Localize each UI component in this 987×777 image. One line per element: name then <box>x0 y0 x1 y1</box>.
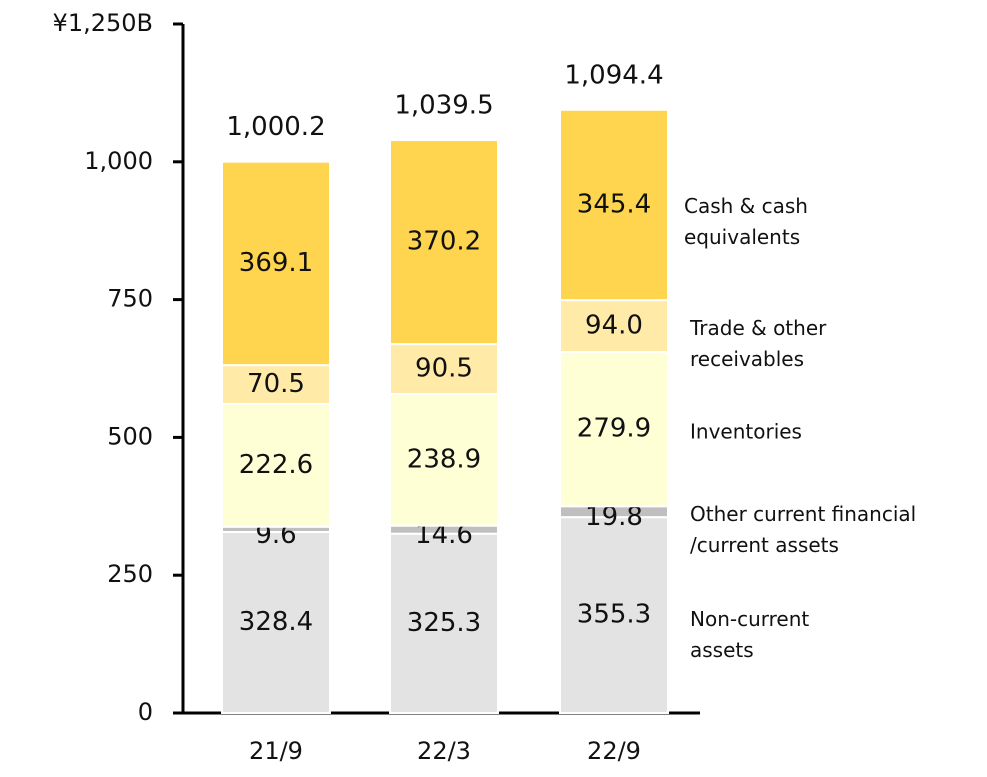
x-tick-label: 21/9 <box>249 737 303 765</box>
y-tick-label: 250 <box>107 560 153 588</box>
segment-label: 369.1 <box>239 248 313 278</box>
segment-label: 94.0 <box>585 311 643 341</box>
bar-segment <box>559 108 669 302</box>
legend-entry: Other current financial /current assets <box>690 502 917 557</box>
bar-segment <box>559 516 669 714</box>
segment-label: 238.9 <box>407 444 481 474</box>
segment-label: 370.2 <box>407 227 481 257</box>
total-label: 1,039.5 <box>394 91 493 121</box>
bar-segment <box>389 139 499 346</box>
segment-label: 70.5 <box>247 369 305 399</box>
y-tick-label: 1,000 <box>84 147 153 175</box>
segment-label: 345.4 <box>577 189 651 219</box>
legend-entry: Non-current assets <box>690 607 810 662</box>
bar-segment <box>221 364 331 405</box>
bar-segment <box>221 402 331 528</box>
segment-label: 279.9 <box>577 414 651 444</box>
total-label: 1,094.4 <box>564 60 663 90</box>
bar-segment <box>559 299 669 353</box>
segment-label: 90.5 <box>415 354 473 384</box>
y-tick-label: ¥1,250B <box>53 9 153 37</box>
y-tick-label: 750 <box>107 285 153 313</box>
bar-segment <box>389 532 499 714</box>
segment-label: 325.3 <box>407 608 481 638</box>
legend-entry: Trade & other receivables <box>690 316 827 371</box>
segment-label: 222.6 <box>239 450 313 480</box>
bar-segment <box>389 343 499 395</box>
segment-label: 355.3 <box>577 600 651 630</box>
segment-label: 328.4 <box>239 607 313 637</box>
y-tick-label: 0 <box>138 698 153 726</box>
bar-segment <box>221 530 331 714</box>
x-tick-label: 22/3 <box>417 737 471 765</box>
bar-segment <box>221 160 331 367</box>
legend-entry: Cash & cash equivalents <box>684 194 808 249</box>
y-tick-label: 500 <box>107 422 153 450</box>
x-tick-label: 22/9 <box>587 737 641 765</box>
total-label: 1,000.2 <box>226 112 325 142</box>
legend-entry: Inventories <box>690 419 802 444</box>
